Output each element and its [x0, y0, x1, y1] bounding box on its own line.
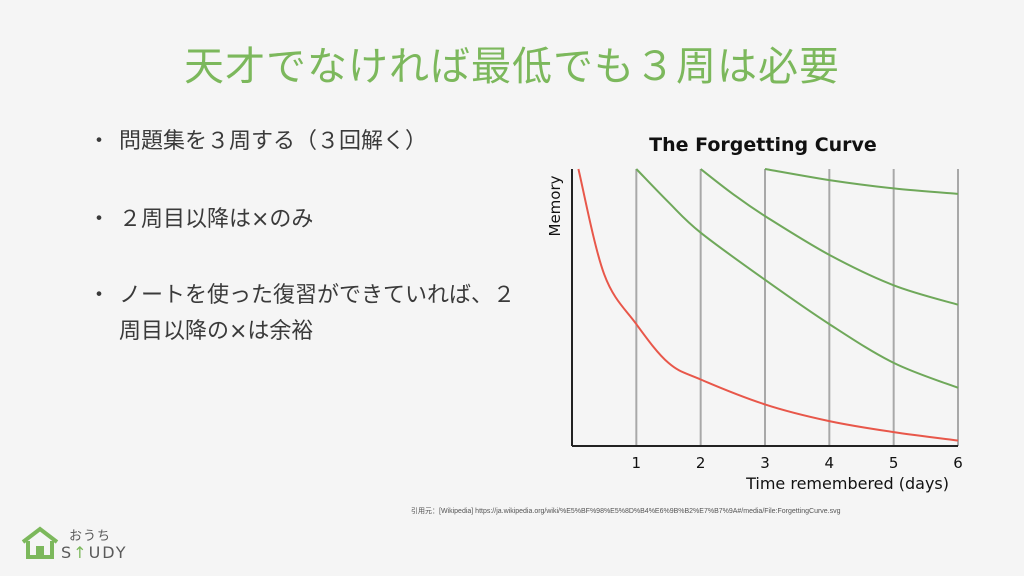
- chart-title: The Forgetting Curve: [649, 134, 877, 156]
- chart-x-axis-label: Time remembered (days): [745, 474, 949, 493]
- slide-title: 天才でなければ最低でも３周は必要: [184, 44, 840, 90]
- chart-y-axis-label: Memory: [546, 175, 564, 236]
- forgetting-curve-chart: The Forgetting Curve Memory Time remembe…: [536, 124, 972, 496]
- review-curve-line: [700, 168, 959, 306]
- x-tick-label: 2: [696, 454, 706, 472]
- logo-letter: S: [61, 543, 74, 562]
- citation-text: 引用元：[Wikipedia] https://ja.wikipedia.org…: [411, 508, 841, 515]
- logo: おうち S↑UDY: [20, 522, 140, 566]
- bullet-marker: ・: [88, 283, 111, 308]
- review-lines: [635, 169, 959, 446]
- x-tick-label: 6: [953, 454, 963, 472]
- logo-letters: UDY: [88, 543, 128, 562]
- series-lines: [577, 168, 959, 442]
- x-tick-label: 3: [760, 454, 770, 472]
- house-icon: [21, 526, 59, 559]
- x-tick-label: 1: [632, 454, 642, 472]
- bullet-text: ２周目以降は×のみ: [119, 207, 314, 232]
- bullet-marker: ・: [88, 207, 111, 232]
- x-tick-labels: 1 2 3 4 5 6: [632, 454, 963, 472]
- bullet-marker: ・: [88, 129, 111, 154]
- x-tick-label: 5: [889, 454, 899, 472]
- review-curve-line: [764, 168, 959, 195]
- logo-bottom-text: S↑UDY: [61, 543, 128, 562]
- bullet-text: 問題集を３周する（３回解く）: [119, 129, 428, 154]
- review-curve-line: [635, 168, 959, 389]
- x-tick-label: 4: [825, 454, 835, 472]
- forgetting-curve-line: [577, 168, 959, 442]
- logo-accent: ↑: [73, 543, 89, 562]
- bullet-text: ノートを使った復習ができていれば、２周目以降の×は余裕: [119, 283, 516, 344]
- chart-svg: The Forgetting Curve Memory Time remembe…: [546, 134, 963, 493]
- logo-top-text: おうち: [69, 529, 112, 544]
